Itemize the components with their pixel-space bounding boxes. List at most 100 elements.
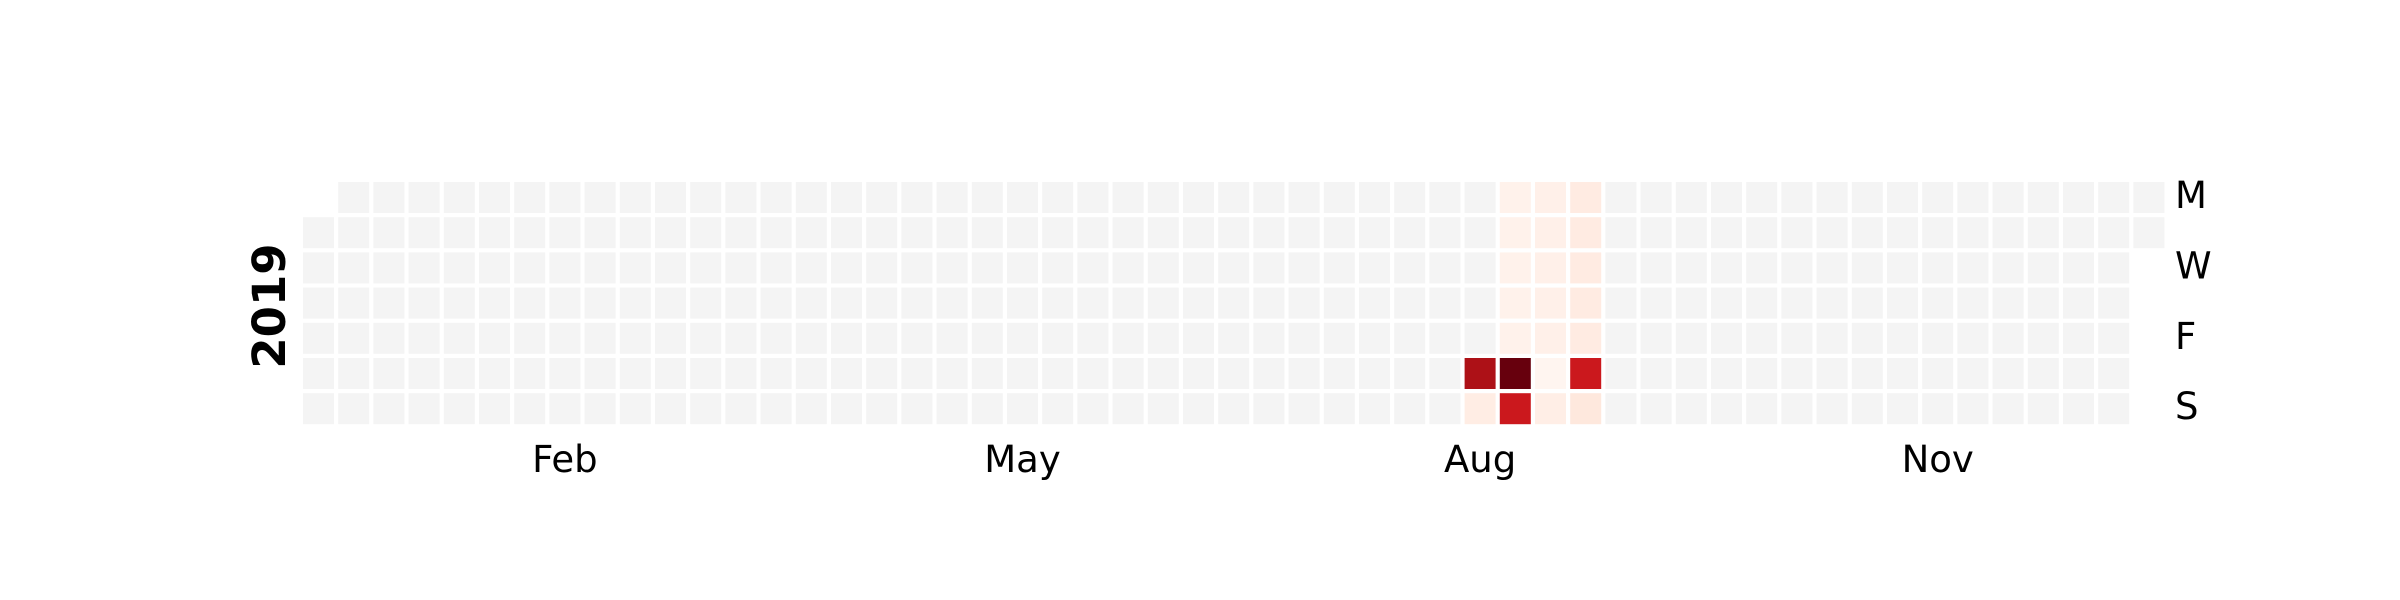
- heatmap-cell: [1675, 252, 1707, 284]
- heatmap-cell: [1711, 322, 1742, 354]
- heatmap-cell: [760, 393, 792, 425]
- heatmap-cells: [303, 182, 2165, 425]
- heatmap-cell: [1042, 322, 1074, 354]
- heatmap-cell: [514, 287, 546, 319]
- heatmap-cell: [1007, 182, 1038, 213]
- heatmap-cell: [1781, 322, 1813, 354]
- heatmap-cell: [338, 287, 370, 319]
- heatmap-cell: [1781, 358, 1813, 389]
- heatmap-cell: [1922, 287, 1954, 319]
- heatmap-cell: [1851, 393, 1883, 425]
- heatmap-cell: [1042, 287, 1074, 319]
- heatmap-cell: [795, 322, 827, 354]
- heatmap-cell: [479, 252, 510, 284]
- heatmap-cell: [584, 182, 616, 213]
- heatmap-cell: [1887, 182, 1918, 213]
- heatmap-cell: [1816, 252, 1848, 284]
- heatmap-cell: [1323, 322, 1355, 354]
- heatmap-cell: [1077, 393, 1109, 425]
- heatmap-cell: [1605, 217, 1637, 249]
- heatmap-cell: [1992, 358, 2024, 389]
- heatmap-cell: [1147, 252, 1179, 284]
- heatmap-cell: [1922, 322, 1954, 354]
- heatmap-cell: [1535, 287, 1566, 319]
- heatmap-cell: [1816, 182, 1848, 213]
- heatmap-cell: [1957, 252, 1989, 284]
- heatmap-cell: [1922, 358, 1954, 389]
- heatmap-cell: [1781, 252, 1813, 284]
- heatmap-cell: [831, 252, 862, 284]
- heatmap-cell: [1077, 252, 1109, 284]
- heatmap-cell: [1887, 358, 1918, 389]
- heatmap-cell: [760, 322, 792, 354]
- heatmap-cell: [1464, 182, 1496, 213]
- heatmap-cell: [795, 393, 827, 425]
- heatmap-cell: [1183, 217, 1214, 249]
- heatmap-cell: [303, 252, 334, 284]
- heatmap-cell: [514, 358, 546, 389]
- heatmap-cell: [1007, 217, 1038, 249]
- heatmap-cell: [1640, 287, 1672, 319]
- heatmap-cell: [1112, 182, 1144, 213]
- heatmap-cell: [1570, 322, 1602, 354]
- heatmap-cell: [1288, 322, 1320, 354]
- heatmap-cell: [1851, 322, 1883, 354]
- heatmap-cell: [1570, 217, 1602, 249]
- heatmap-cell: [479, 358, 510, 389]
- heatmap-cell: [795, 217, 827, 249]
- heatmap-cell: [1851, 252, 1883, 284]
- heatmap-cell: [655, 182, 686, 213]
- heatmap-cell: [2098, 393, 2130, 425]
- heatmap-cell: [1957, 182, 1989, 213]
- heatmap-cell: [1042, 217, 1074, 249]
- heatmap-cell: [549, 358, 581, 389]
- heatmap-cell: [549, 182, 581, 213]
- heatmap-cell: [619, 217, 651, 249]
- heatmap-cell: [1851, 287, 1883, 319]
- heatmap-cell: [619, 182, 651, 213]
- heatmap-cell: [1253, 182, 1285, 213]
- heatmap-cell: [1711, 287, 1742, 319]
- heatmap-cell: [1922, 217, 1954, 249]
- heatmap-cell: [1253, 252, 1285, 284]
- heatmap-cell: [1992, 322, 2024, 354]
- heatmap-cell: [1570, 393, 1602, 425]
- heatmap-cell: [901, 393, 933, 425]
- heatmap-cell: [1464, 358, 1496, 389]
- heatmap-cell: [1429, 252, 1461, 284]
- heatmap-cell: [1570, 182, 1602, 213]
- heatmap-cell: [795, 287, 827, 319]
- heatmap-cell: [373, 252, 405, 284]
- heatmap-cell: [866, 252, 898, 284]
- heatmap-cell: [2063, 182, 2094, 213]
- heatmap-cell: [1464, 287, 1496, 319]
- heatmap-cell: [584, 393, 616, 425]
- month-tick-label: Feb: [532, 438, 598, 481]
- heatmap-cell: [831, 393, 862, 425]
- heatmap-cell: [690, 182, 722, 213]
- heatmap-cell: [1605, 358, 1637, 389]
- heatmap-cell: [725, 252, 757, 284]
- heatmap-cell: [1605, 182, 1637, 213]
- heatmap-cell: [971, 182, 1003, 213]
- heatmap-cell: [408, 217, 440, 249]
- heatmap-cell: [2063, 217, 2094, 249]
- heatmap-cell: [936, 358, 968, 389]
- heatmap-cell: [1535, 393, 1566, 425]
- heatmap-cell: [443, 322, 475, 354]
- heatmap-cell: [655, 358, 686, 389]
- heatmap-cell: [1781, 217, 1813, 249]
- heatmap-cell: [1499, 217, 1531, 249]
- heatmap-cell: [373, 358, 405, 389]
- heatmap-cell: [1359, 217, 1390, 249]
- day-tick-label: F: [2175, 315, 2196, 358]
- heatmap-cell: [584, 252, 616, 284]
- heatmap-cell: [1429, 393, 1461, 425]
- heatmap-cell: [1535, 252, 1566, 284]
- heatmap-cell: [408, 322, 440, 354]
- heatmap-cell: [1359, 287, 1390, 319]
- heatmap-cell: [690, 287, 722, 319]
- heatmap-cell: [1147, 322, 1179, 354]
- heatmap-cell: [795, 182, 827, 213]
